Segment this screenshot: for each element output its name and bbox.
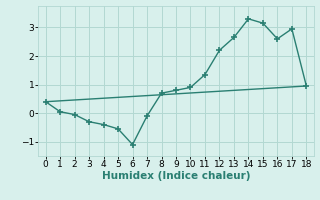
X-axis label: Humidex (Indice chaleur): Humidex (Indice chaleur) [102, 171, 250, 181]
